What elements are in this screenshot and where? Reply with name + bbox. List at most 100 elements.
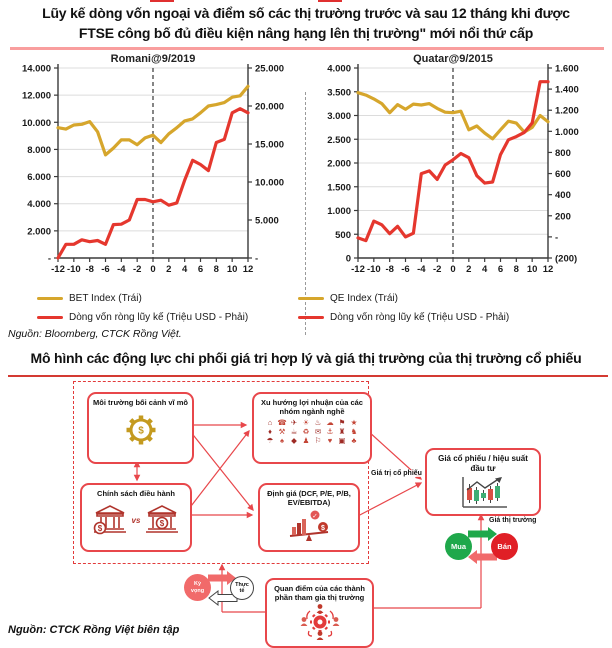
fiscal-bank-icon: $: [93, 505, 126, 535]
svg-text:✓: ✓: [312, 513, 317, 520]
macro-box-title: Môi trường bối cảnh vĩ mô: [93, 398, 188, 407]
reality-circle: Thực tế: [230, 576, 254, 600]
svg-text:5.000: 5.000: [255, 216, 279, 227]
svg-text:12.000: 12.000: [22, 91, 51, 102]
svg-text:$: $: [160, 519, 165, 528]
svg-text:1.600: 1.600: [555, 64, 579, 75]
svg-text:2.500: 2.500: [327, 135, 351, 146]
svg-text:12: 12: [243, 264, 254, 275]
vs-label: vs: [131, 515, 141, 525]
industry-icon: ⚒: [278, 427, 286, 436]
svg-text:2.000: 2.000: [327, 159, 351, 170]
industry-icon: ☂: [266, 436, 274, 445]
svg-text:500: 500: [335, 230, 351, 241]
central-bank-icon: $: [146, 505, 179, 533]
expectation-arrow: [208, 571, 236, 585]
reality-arrow: [208, 589, 238, 607]
industry-icon: ☀: [302, 418, 310, 427]
industry-icon: ◆: [291, 436, 297, 445]
legend-label: Dòng vốn ròng lũy kế (Triệu USD - Phải): [330, 312, 510, 323]
industry-icon: ✉: [314, 427, 322, 436]
svg-text:-4: -4: [417, 264, 426, 275]
svg-text:4.000: 4.000: [27, 199, 51, 210]
price-box-title: Giá cổ phiếu / hiệu suất đầu tư: [438, 454, 528, 473]
industry-icon: ♻: [302, 427, 310, 436]
people-gear-icon: [300, 604, 339, 640]
svg-text:1.500: 1.500: [327, 182, 351, 193]
svg-text:10: 10: [227, 264, 238, 275]
valuation-box-title: Định giá (DCF, P/E, P/B, EV/EBITDA): [267, 489, 351, 507]
buy-flow-arrow: [468, 527, 497, 541]
svg-text:10.000: 10.000: [255, 178, 284, 189]
diagram-dashed-container: [73, 381, 369, 564]
industry-icon: ⚐: [314, 436, 322, 445]
svg-text:12: 12: [543, 264, 554, 275]
legend-swatch-gold: [298, 296, 324, 301]
sector-box-title: Xu hướng lợi nhuận của các nhóm ngành ng…: [261, 398, 363, 416]
source-note-diagram: Nguồn: CTCK Rồng Việt biên tập: [8, 624, 180, 636]
macro-environment-box: Môi trường bối cảnh vĩ mô $: [87, 392, 194, 464]
legend-label: Dòng vốn ròng lũy kế (Triệu USD - Phải): [69, 312, 249, 323]
svg-text:3.500: 3.500: [327, 87, 351, 98]
page-title: Lũy kế dòng vốn ngoại và điểm số các thị…: [0, 3, 612, 43]
line-chart-romania: 14.00012.00010.0008.0006.0004.0002.000-2…: [22, 64, 284, 276]
chart-title-left: Romani@9/2019: [110, 53, 196, 65]
top-crop-dashed-line: [150, 0, 410, 2]
svg-text:14.000: 14.000: [22, 64, 51, 75]
svg-text:2: 2: [466, 264, 471, 275]
chart-divider: [305, 92, 306, 335]
legend-flows-left: Dòng vốn ròng lũy kế (Triệu USD - Phải): [37, 312, 248, 323]
industry-icon: ♥: [327, 436, 333, 445]
svg-text:800: 800: [555, 148, 571, 159]
policy-box-title: Chính sách điều hành: [97, 489, 175, 498]
svg-text:6: 6: [498, 264, 503, 275]
legend-swatch-red: [298, 315, 324, 320]
legend-label: QE Index (Trái): [330, 293, 398, 304]
svg-text:1.200: 1.200: [555, 106, 579, 117]
section2-rule: [8, 375, 608, 377]
svg-text:-4: -4: [117, 264, 126, 275]
buy-circle: Mua: [445, 533, 472, 560]
svg-text:4: 4: [182, 264, 188, 275]
title-rule: [10, 47, 604, 50]
svg-text:-8: -8: [385, 264, 393, 275]
svg-text:1.000: 1.000: [555, 127, 579, 138]
svg-text:$: $: [138, 426, 144, 437]
svg-text:20.000: 20.000: [255, 102, 284, 113]
valuation-scale-icon: $ ✓: [289, 510, 329, 541]
svg-text:-12: -12: [51, 264, 65, 275]
svg-text:6: 6: [198, 264, 203, 275]
svg-text:200: 200: [555, 211, 571, 222]
industry-icon: ★: [350, 418, 358, 427]
svg-text:600: 600: [555, 169, 571, 180]
svg-text:-8: -8: [85, 264, 93, 275]
svg-text:6.000: 6.000: [27, 172, 51, 183]
legend-swatch-gold: [37, 296, 63, 301]
page-title-line1: Lũy kế dòng vốn ngoại và điểm số các thị…: [42, 5, 570, 21]
legend-swatch-red: [37, 315, 63, 320]
svg-text:10.000: 10.000: [22, 118, 51, 129]
industry-icon: ▣: [338, 436, 346, 445]
industry-icon: ☁: [326, 418, 334, 427]
value-flow-label: Giá trị cổ phiếu: [370, 470, 423, 477]
svg-text:15.000: 15.000: [255, 140, 284, 151]
sector-profit-box: Xu hướng lợi nhuận của các nhóm ngành ng…: [252, 392, 372, 464]
industry-icon: ✈: [290, 418, 298, 427]
legend-qe-index: QE Index (Trái): [298, 293, 398, 304]
svg-text:0: 0: [346, 254, 351, 265]
svg-text:8: 8: [514, 264, 519, 275]
svg-text:-6: -6: [401, 264, 409, 275]
participants-box-title: Quan điểm của các thành phần tham gia th…: [274, 584, 365, 602]
page-title-line2: FTSE công bố đủ điều kiện nâng hạng lên …: [78, 25, 534, 41]
source-note-charts: Nguồn: Bloomberg, CTCK Rồng Việt.: [8, 328, 182, 340]
svg-text:400: 400: [555, 190, 571, 201]
chart-title-right: Quatar@9/2015: [413, 53, 493, 65]
legend-flows-right: Dòng vốn ròng lũy kế (Triệu USD - Phải): [298, 312, 509, 323]
legend-bet-index: BET Index (Trái): [37, 293, 142, 304]
industry-icon: ♞: [350, 427, 358, 436]
industry-icon: ♜: [338, 427, 346, 436]
svg-text:3.000: 3.000: [327, 111, 351, 122]
svg-text:2: 2: [166, 264, 171, 275]
svg-text:$: $: [321, 525, 325, 532]
